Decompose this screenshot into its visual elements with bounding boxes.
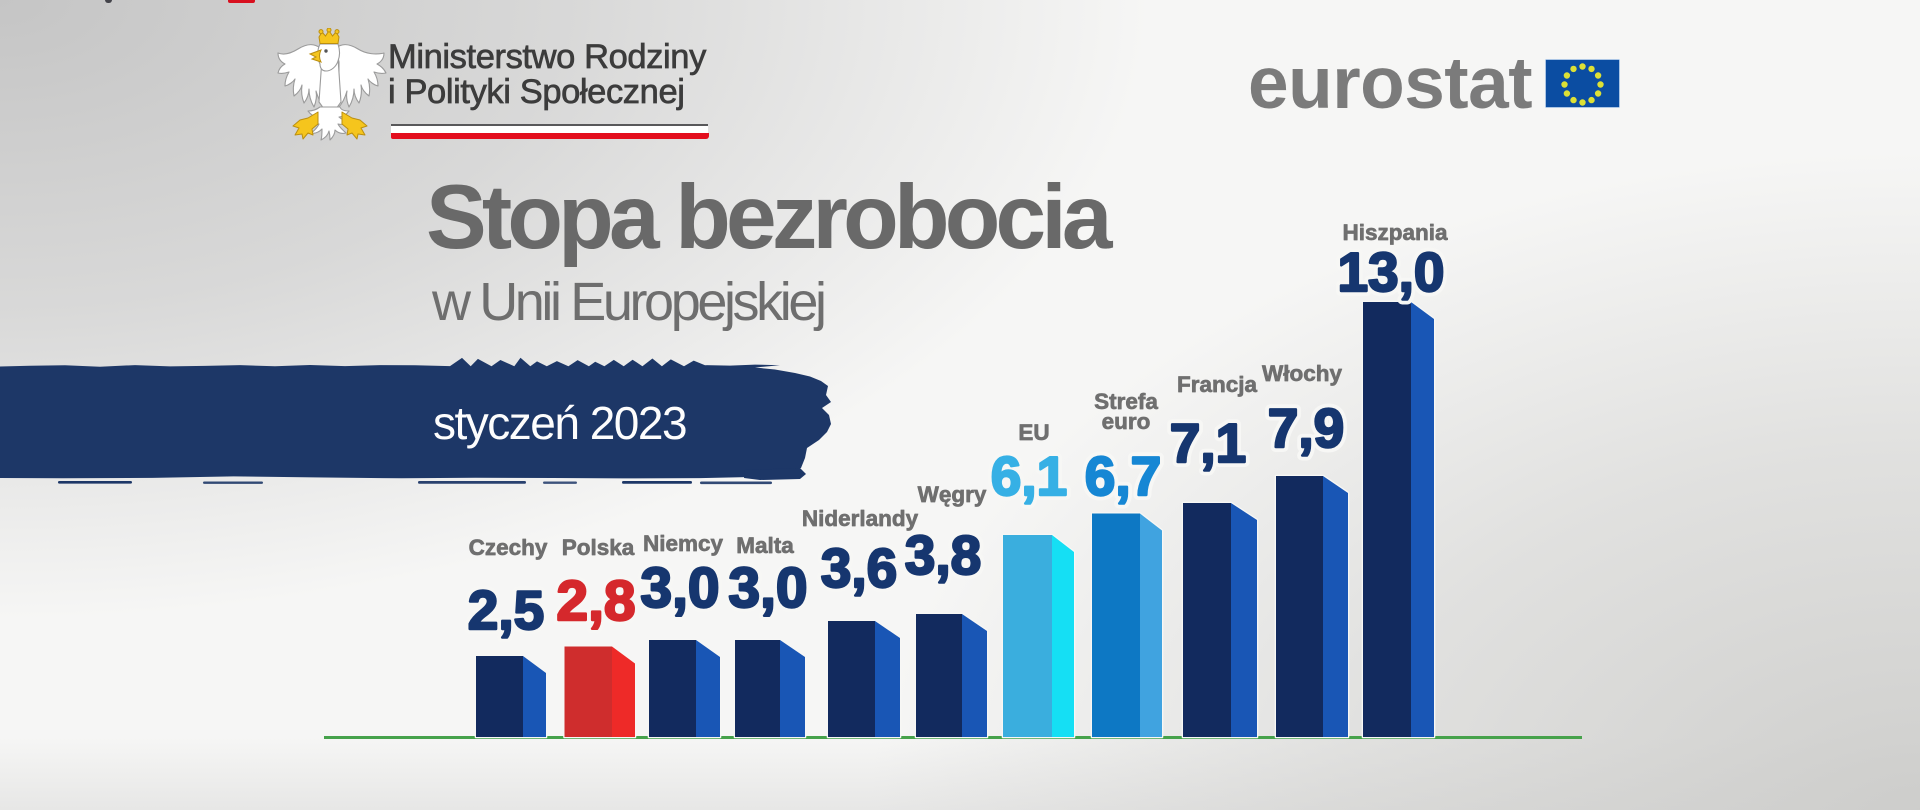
svg-text:2,8: 2,8	[556, 569, 635, 633]
svg-text:3,0: 3,0	[640, 556, 719, 620]
svg-text:7,9: 7,9	[1268, 397, 1344, 459]
svg-text:13,0: 13,0	[1337, 241, 1444, 303]
svg-text:Hiszpania: Hiszpania	[1342, 220, 1448, 245]
svg-text:Strefa: Strefa	[1094, 389, 1158, 414]
svg-text:3,8: 3,8	[905, 524, 981, 586]
svg-text:3,0: 3,0	[728, 556, 807, 620]
svg-text:7,9: 7,9	[1268, 397, 1344, 459]
svg-text:euro: euro	[1102, 409, 1151, 434]
svg-text:Węgry: Węgry	[918, 482, 987, 507]
svg-text:3,8: 3,8	[905, 524, 981, 586]
svg-text:6,1: 6,1	[991, 445, 1067, 507]
svg-text:2,5: 2,5	[468, 579, 544, 641]
svg-text:3,0: 3,0	[640, 556, 719, 620]
svg-text:Francja: Francja	[1177, 372, 1258, 397]
svg-text:6,1: 6,1	[991, 445, 1067, 507]
svg-text:7,1: 7,1	[1170, 412, 1246, 474]
svg-text:Czechy: Czechy	[469, 535, 548, 560]
svg-text:6,7: 6,7	[1085, 445, 1161, 507]
svg-text:Włochy: Włochy	[1262, 361, 1342, 386]
svg-text:3,0: 3,0	[728, 556, 807, 620]
svg-text:Polska: Polska	[562, 535, 635, 560]
svg-text:3,6: 3,6	[821, 537, 897, 599]
svg-text:Niderlandy: Niderlandy	[802, 506, 919, 531]
svg-text:6,7: 6,7	[1085, 445, 1161, 507]
svg-text:7,1: 7,1	[1170, 412, 1246, 474]
svg-text:3,6: 3,6	[821, 537, 897, 599]
svg-text:2,8: 2,8	[556, 569, 635, 633]
svg-text:13,0: 13,0	[1337, 241, 1444, 303]
svg-text:EU: EU	[1018, 420, 1049, 445]
svg-text:2,5: 2,5	[468, 579, 544, 641]
svg-text:Malta: Malta	[736, 533, 794, 558]
svg-text:Niemcy: Niemcy	[643, 531, 724, 556]
